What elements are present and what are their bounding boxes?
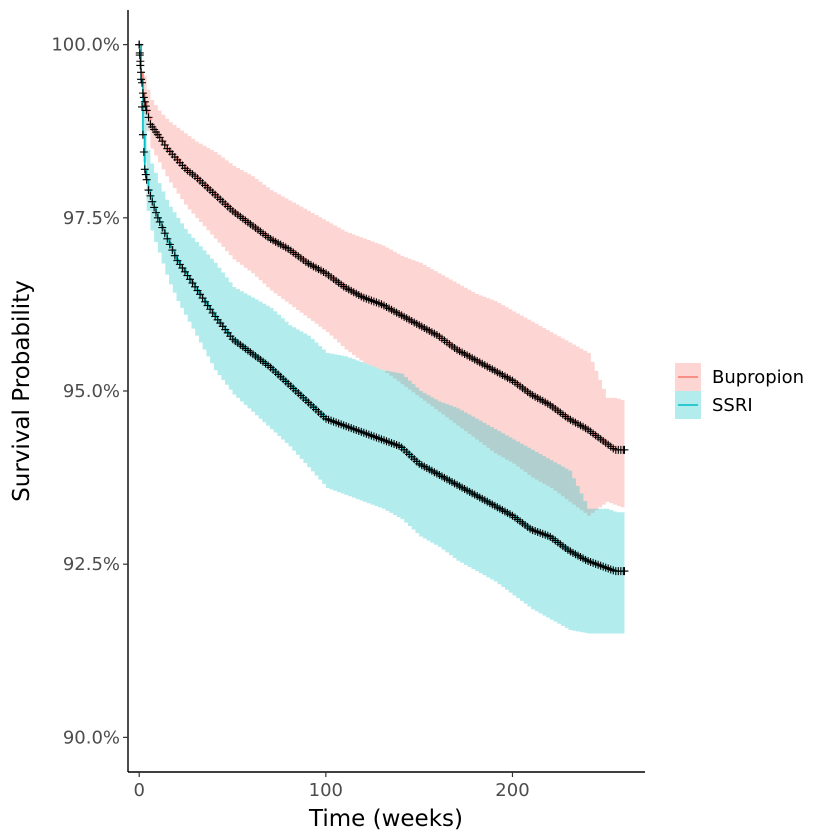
ci-band-ssri <box>139 44 625 634</box>
censor-mark-bupropion <box>141 102 150 111</box>
censor-mark-ssri <box>138 130 147 139</box>
legend: Bupropion SSRI <box>675 363 804 419</box>
censor-mark-ssri <box>152 208 160 217</box>
censor-mark-bupropion <box>144 113 153 122</box>
censor-mark-ssri <box>163 234 172 243</box>
censor-mark-ssri <box>138 102 146 111</box>
x-tick-label: 100 <box>309 780 343 801</box>
censor-mark-ssri <box>139 148 148 157</box>
y-tick-label: 90.0% <box>63 727 120 748</box>
confidence-bands <box>139 44 625 634</box>
censor-mark-ssri <box>168 246 177 255</box>
censor-mark-ssri <box>135 40 144 49</box>
y-tick-label: 100.0% <box>51 35 120 56</box>
censor-mark-bupropion <box>620 445 629 454</box>
censor-mark-ssri <box>155 217 164 226</box>
censor-mark-ssri <box>140 165 149 174</box>
x-axis-title: Time (weeks) <box>308 806 463 832</box>
y-tick-label: 97.5% <box>63 208 120 229</box>
censor-mark-ssri <box>150 203 159 212</box>
censor-mark-ssri <box>153 213 162 222</box>
tick-labels: 90.0% 92.5% 95.0% 97.5% 100.0% 0 100 200 <box>51 35 529 801</box>
ci-band-bupropion <box>139 44 625 516</box>
censor-mark-ssri <box>148 197 157 206</box>
censor-mark-ssri <box>135 51 144 60</box>
censor-marks <box>135 40 629 576</box>
censor-mark-bupropion <box>139 93 148 102</box>
censor-mark-bupropion <box>138 89 147 98</box>
censor-mark-ssri <box>144 186 153 195</box>
censor-mark-bupropion <box>138 78 146 87</box>
censor-mark-ssri <box>137 75 146 84</box>
censor-mark-ssri <box>141 170 150 179</box>
censor-mark-ssri <box>158 223 167 232</box>
censor-mark-bupropion <box>137 68 146 77</box>
censor-mark-ssri <box>165 240 174 249</box>
censor-mark-bupropion <box>140 97 149 106</box>
legend-label-ssri: SSRI <box>712 395 753 416</box>
censor-mark-ssri <box>146 191 155 200</box>
censor-mark-bupropion <box>142 106 151 115</box>
x-tick-label: 200 <box>495 780 529 801</box>
censor-mark-ssri <box>170 251 179 260</box>
censor-mark-ssri <box>620 567 629 576</box>
x-tick-label: 0 <box>133 780 144 801</box>
censor-mark-ssri <box>136 61 145 70</box>
censor-mark-ssri <box>142 175 151 184</box>
y-tick-label: 95.0% <box>63 381 120 402</box>
y-axis-title: Survival Probability <box>9 280 35 502</box>
legend-label-bupropion: Bupropion <box>712 367 804 388</box>
censor-mark-ssri <box>160 229 169 238</box>
y-tick-label: 92.5% <box>63 554 120 575</box>
axes <box>123 10 645 777</box>
